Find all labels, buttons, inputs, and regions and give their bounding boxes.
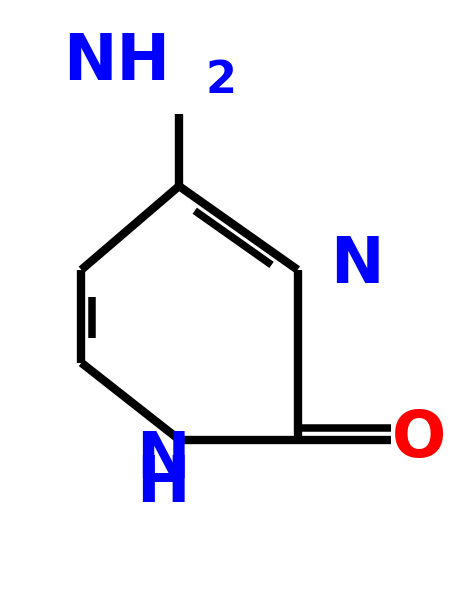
Text: O: O — [392, 409, 445, 470]
Text: N: N — [330, 234, 384, 296]
Text: 2: 2 — [206, 59, 236, 103]
Text: H: H — [136, 452, 190, 515]
Text: NH: NH — [63, 31, 170, 93]
Text: N: N — [136, 430, 190, 491]
